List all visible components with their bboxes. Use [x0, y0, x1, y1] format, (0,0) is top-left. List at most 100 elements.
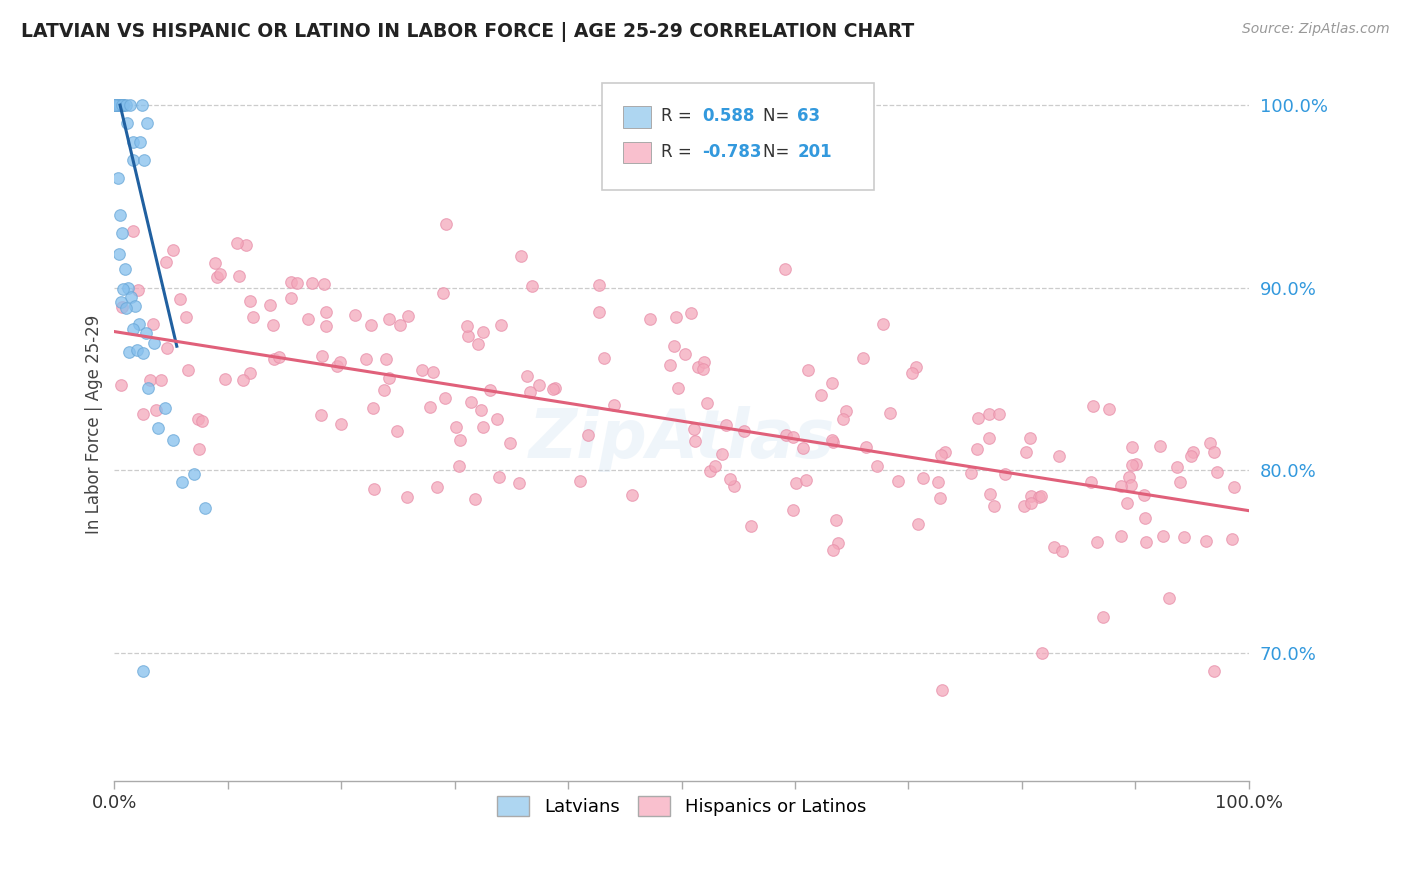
- Point: [1015, 444, 1038, 458]
- Point: [433, 391, 456, 405]
- Text: Source: ZipAtlas.com: Source: ZipAtlas.com: [1241, 22, 1389, 37]
- Point: [262, 318, 284, 332]
- Point: [638, 312, 661, 326]
- Point: [470, 403, 492, 417]
- Point: [666, 381, 689, 395]
- Point: [794, 473, 817, 487]
- Point: [931, 682, 953, 697]
- Point: [520, 278, 543, 293]
- Point: [1118, 469, 1140, 483]
- Point: [699, 464, 721, 478]
- Point: [1098, 402, 1121, 417]
- Point: [977, 408, 1000, 422]
- Point: [983, 499, 1005, 513]
- Point: [718, 472, 741, 486]
- Point: [297, 311, 319, 326]
- Point: [111, 226, 134, 240]
- Point: [1198, 436, 1220, 450]
- Point: [510, 249, 533, 263]
- Point: [112, 282, 135, 296]
- Point: [127, 343, 149, 357]
- Point: [682, 422, 704, 436]
- Point: [239, 366, 262, 380]
- Point: [107, 171, 129, 186]
- Point: [329, 355, 352, 369]
- Point: [488, 470, 510, 484]
- Point: [472, 419, 495, 434]
- Point: [121, 322, 143, 336]
- Point: [155, 255, 177, 269]
- Point: [1047, 449, 1070, 463]
- Point: [108, 98, 131, 112]
- Point: [1119, 477, 1142, 491]
- Point: [966, 442, 988, 457]
- Point: [267, 350, 290, 364]
- Point: [114, 301, 136, 315]
- Point: [156, 341, 179, 355]
- Point: [104, 98, 127, 112]
- Point: [714, 417, 737, 432]
- Point: [388, 318, 411, 333]
- Point: [155, 401, 177, 416]
- Point: [111, 98, 134, 112]
- Point: [111, 98, 134, 112]
- Point: [831, 412, 853, 426]
- Point: [782, 503, 804, 517]
- Point: [177, 362, 200, 376]
- Point: [122, 224, 145, 238]
- Point: [929, 448, 952, 462]
- Point: [602, 398, 624, 412]
- Point: [204, 256, 226, 270]
- Point: [1204, 665, 1226, 679]
- Point: [301, 277, 323, 291]
- Point: [121, 135, 143, 149]
- Point: [114, 262, 136, 277]
- Point: [1166, 459, 1188, 474]
- Point: [105, 98, 128, 112]
- Point: [588, 304, 610, 318]
- Point: [1109, 528, 1132, 542]
- Point: [108, 247, 131, 261]
- Point: [467, 337, 489, 351]
- Point: [1121, 440, 1143, 454]
- Text: N=: N=: [763, 143, 794, 161]
- Point: [733, 424, 755, 438]
- Point: [444, 420, 467, 434]
- Text: R =: R =: [661, 107, 697, 125]
- Point: [696, 396, 718, 410]
- Text: 201: 201: [797, 143, 832, 161]
- Point: [107, 98, 129, 112]
- Point: [110, 294, 132, 309]
- Point: [872, 318, 894, 332]
- Point: [907, 517, 929, 532]
- Text: R =: R =: [661, 143, 697, 161]
- Point: [1085, 535, 1108, 549]
- Point: [139, 373, 162, 387]
- Point: [544, 381, 567, 395]
- Point: [934, 445, 956, 459]
- Point: [472, 325, 495, 339]
- Point: [1050, 544, 1073, 558]
- Point: [1181, 445, 1204, 459]
- Point: [146, 421, 169, 435]
- Point: [773, 262, 796, 277]
- Point: [1091, 609, 1114, 624]
- Point: [111, 300, 134, 314]
- Point: [1125, 457, 1147, 471]
- Point: [1115, 496, 1137, 510]
- Point: [108, 98, 131, 112]
- Point: [188, 442, 211, 457]
- Point: [723, 478, 745, 492]
- Point: [143, 335, 166, 350]
- Point: [499, 436, 522, 450]
- Point: [311, 349, 333, 363]
- Point: [693, 355, 716, 369]
- Point: [1220, 532, 1243, 546]
- Point: [315, 318, 337, 333]
- Point: [110, 98, 132, 112]
- Point: [1152, 529, 1174, 543]
- Point: [225, 236, 247, 251]
- Point: [361, 401, 384, 416]
- Point: [686, 359, 709, 374]
- Point: [124, 299, 146, 313]
